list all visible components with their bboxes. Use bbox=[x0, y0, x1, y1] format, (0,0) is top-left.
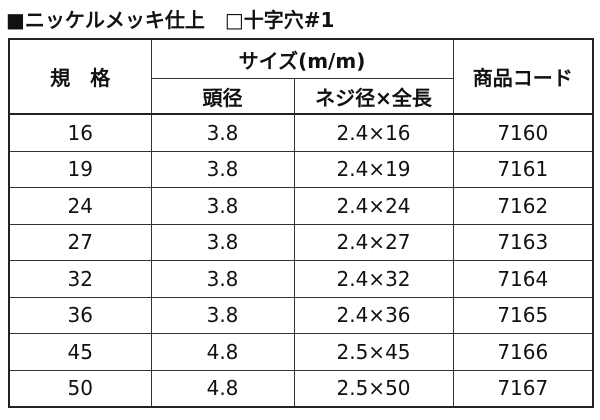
table-row: 24 3.8 2.4×24 7162 bbox=[8, 187, 594, 225]
table-cell: 3.8 bbox=[150, 223, 295, 261]
table-cell: 50 bbox=[8, 369, 152, 408]
table-row: 19 3.8 2.4×19 7161 bbox=[8, 150, 594, 188]
table-cell: 7161 bbox=[452, 150, 594, 188]
table-cell: 7166 bbox=[452, 333, 594, 371]
header-cell: サイズ(m/m) bbox=[150, 38, 454, 79]
table-cell: 3.8 bbox=[150, 187, 295, 225]
table-cell: 2.4×16 bbox=[293, 113, 454, 152]
table-cell: 2.4×36 bbox=[293, 296, 454, 334]
table-body: 16 3.8 2.4×16 7160 19 3.8 2.4×19 7161 24 3.8 2.4×2… bbox=[8, 113, 594, 408]
spec-table: 規 格 サイズ(m/m) 商品コード 頭径 ネジ径×全長 16 3.8 2.4×16… bbox=[8, 38, 595, 408]
table-cell: 7167 bbox=[452, 369, 594, 408]
table-cell: 3.8 bbox=[150, 260, 295, 298]
table-cell: 16 bbox=[8, 113, 152, 152]
table-cell: 45 bbox=[8, 333, 152, 371]
table-cell: 7163 bbox=[452, 223, 594, 261]
table-cell: 19 bbox=[8, 150, 152, 188]
table-cell: 36 bbox=[8, 296, 152, 334]
header-cell: 商品コード bbox=[452, 38, 594, 115]
table-row: 45 4.8 2.5×45 7166 bbox=[8, 333, 594, 371]
table-cell: 7160 bbox=[452, 113, 594, 152]
header-cell: ネジ径×全長 bbox=[293, 78, 454, 115]
table-cell: 2.5×50 bbox=[293, 369, 454, 408]
table-row: 36 3.8 2.4×36 7165 bbox=[8, 296, 594, 334]
header-cell: 規 格 bbox=[8, 38, 152, 115]
table-header: 規 格 サイズ(m/m) 商品コード 頭径 ネジ径×全長 bbox=[8, 38, 594, 115]
table-cell: 32 bbox=[8, 260, 152, 298]
table-cell: 3.8 bbox=[150, 113, 295, 152]
title: ■ニッケルメッキ仕上 □十字穴#1 bbox=[6, 8, 335, 32]
table-cell: 2.4×19 bbox=[293, 150, 454, 188]
table-cell: 3.8 bbox=[150, 150, 295, 188]
table-cell: 7165 bbox=[452, 296, 594, 334]
table-cell: 7162 bbox=[452, 187, 594, 225]
table-cell: 2.5×45 bbox=[293, 333, 454, 371]
table-row: 16 3.8 2.4×16 7160 bbox=[8, 113, 594, 152]
table-cell: 7164 bbox=[452, 260, 594, 298]
table-cell: 4.8 bbox=[150, 333, 295, 371]
header-row: 頭径 ネジ径×全長 bbox=[9, 78, 593, 115]
table-cell: 24 bbox=[8, 187, 152, 225]
table-cell: 2.4×24 bbox=[293, 187, 454, 225]
table-cell: 4.8 bbox=[150, 369, 295, 408]
table-cell: 27 bbox=[8, 223, 152, 261]
table-cell: 2.4×32 bbox=[293, 260, 454, 298]
table-row: 32 3.8 2.4×32 7164 bbox=[8, 260, 594, 298]
table-row: 50 4.8 2.5×50 7167 bbox=[8, 369, 594, 408]
table-row: 27 3.8 2.4×27 7163 bbox=[8, 223, 594, 261]
table-cell: 3.8 bbox=[150, 296, 295, 334]
header-row: 規 格 サイズ(m/m) 商品コード bbox=[8, 38, 594, 115]
header-cell: 頭径 bbox=[150, 78, 295, 115]
table-cell: 2.4×27 bbox=[293, 223, 454, 261]
